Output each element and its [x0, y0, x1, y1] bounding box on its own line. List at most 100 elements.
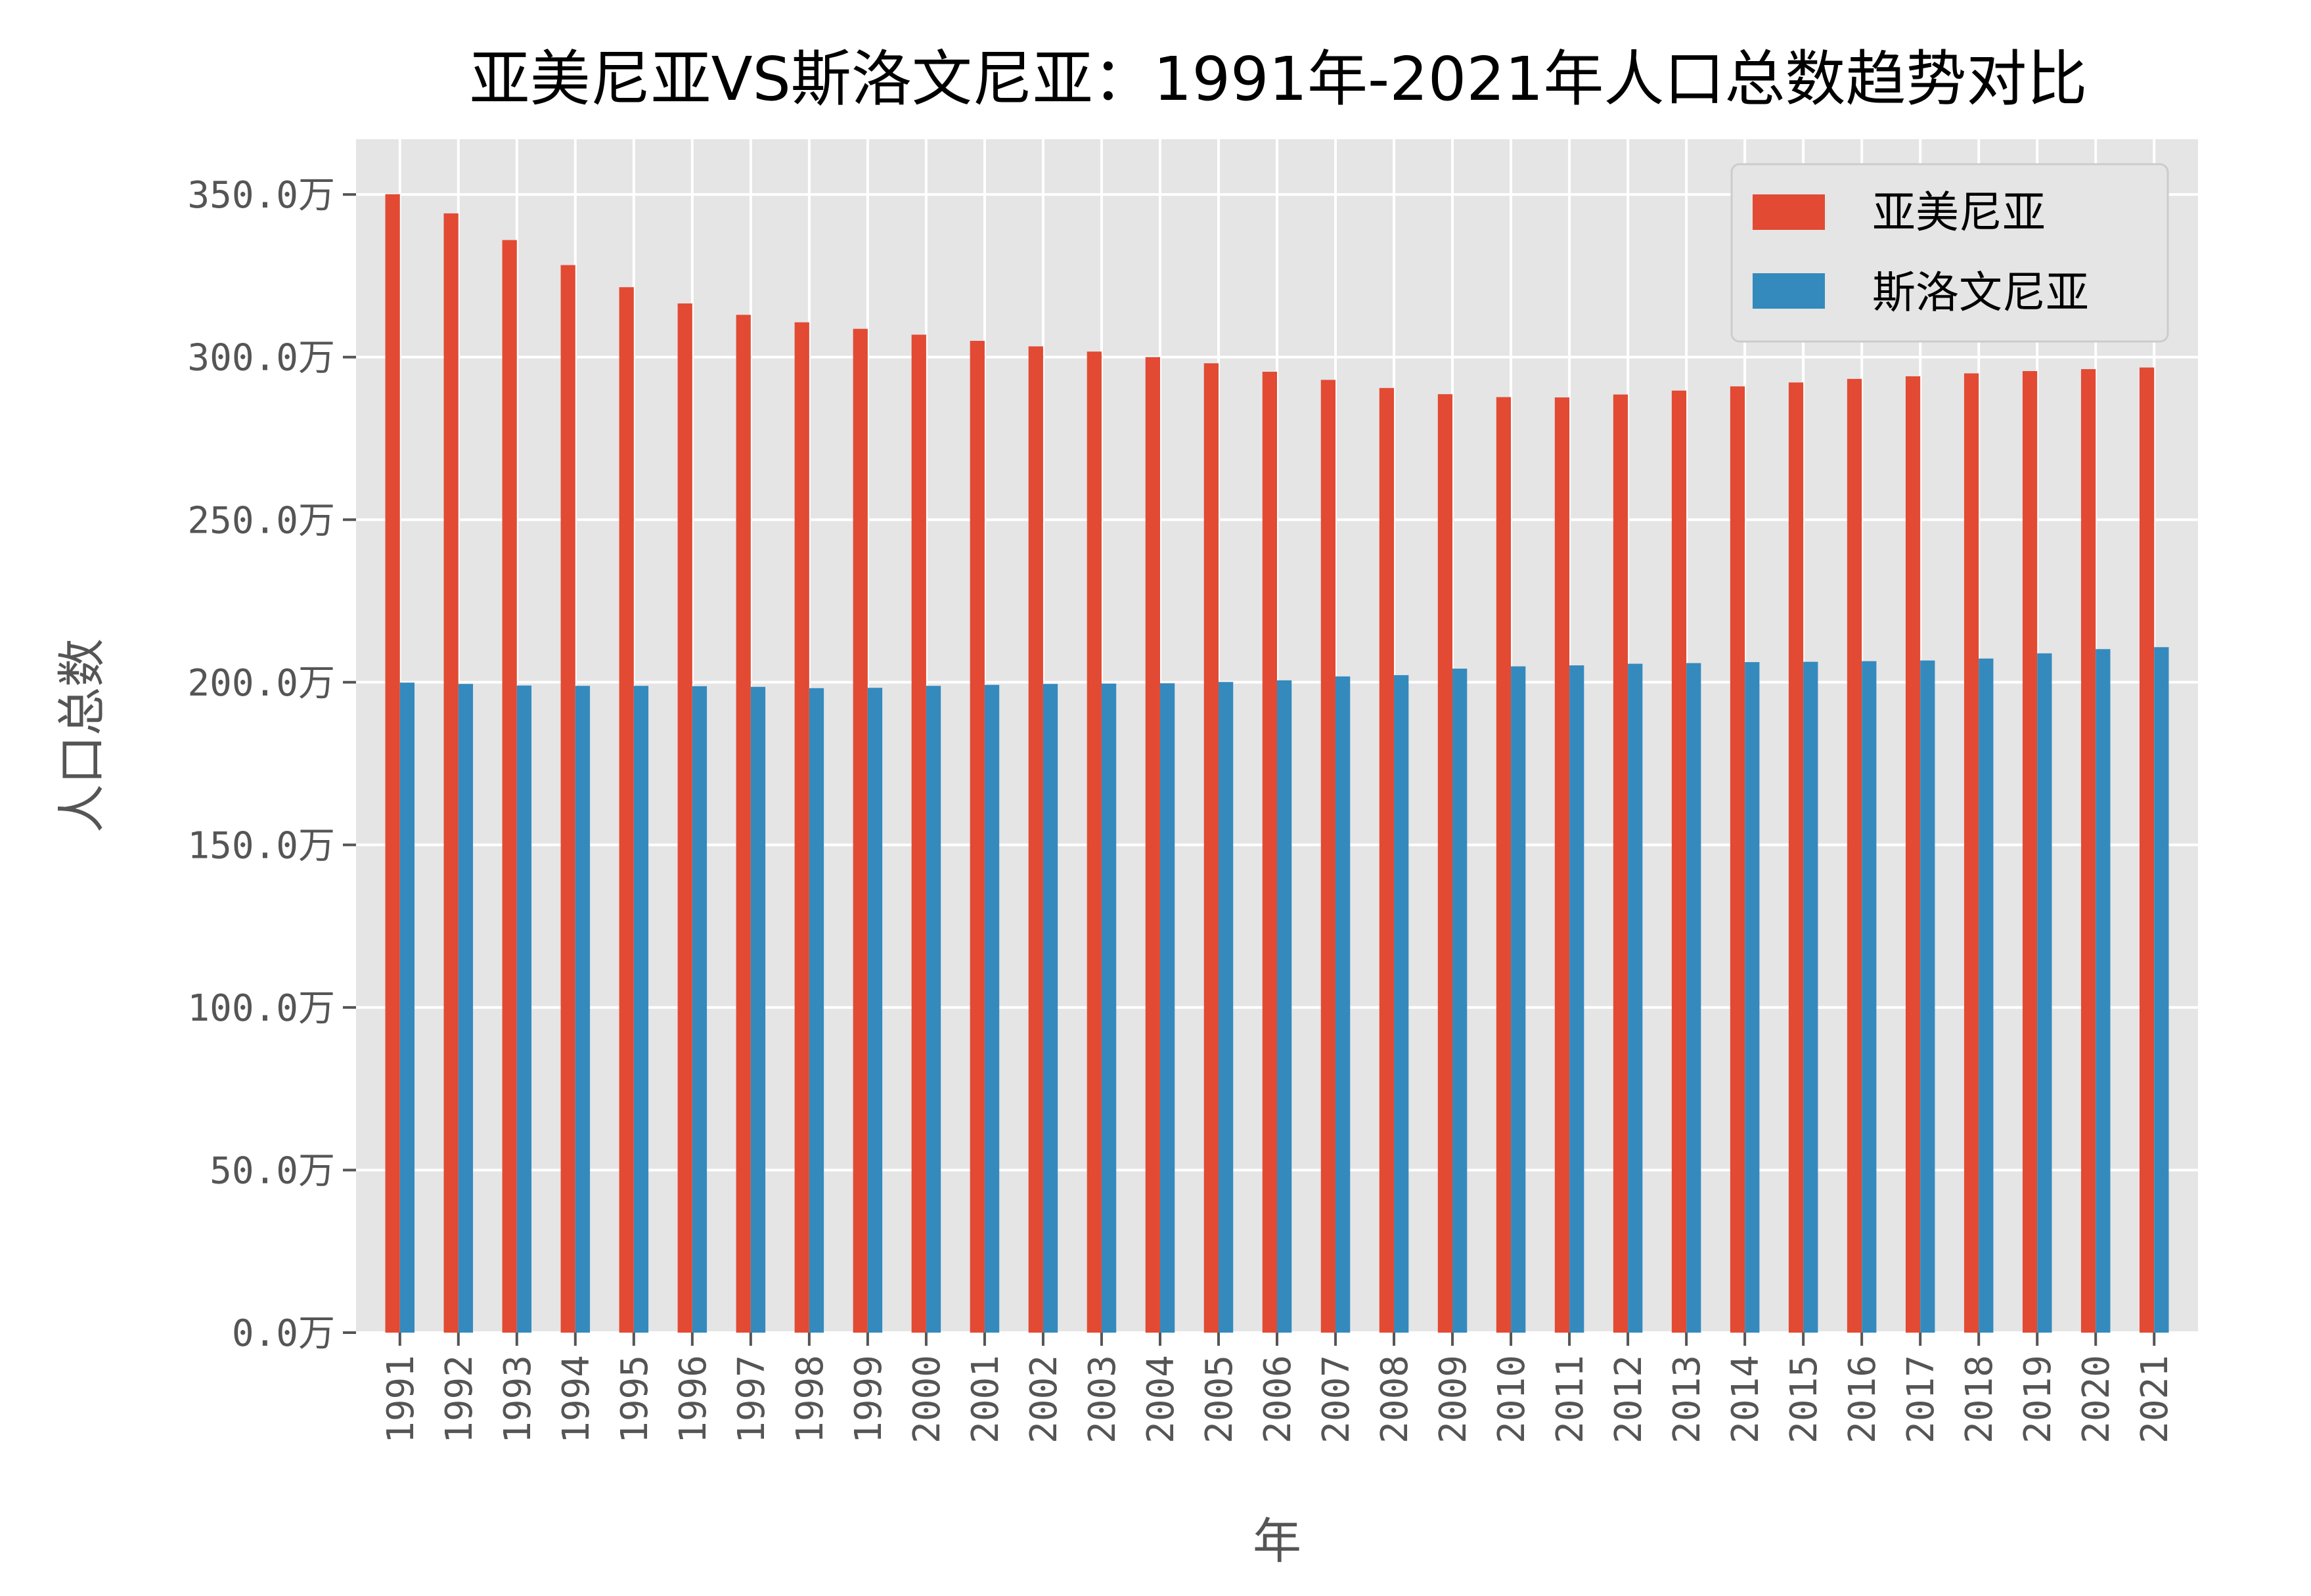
bar-slovenia — [1862, 661, 1877, 1333]
bar-slovenia — [692, 686, 707, 1333]
y-tick-label: 350.0万 — [187, 174, 335, 217]
y-axis-label: 人口总数 — [54, 638, 110, 833]
bar-armenia — [560, 265, 575, 1333]
bar-slovenia — [1218, 682, 1234, 1333]
x-tick-label: 2003 — [1081, 1355, 1124, 1444]
y-tick-label: 50.0万 — [210, 1149, 335, 1192]
bar-slovenia — [750, 686, 766, 1333]
x-tick-label: 2011 — [1549, 1355, 1592, 1444]
bar-slovenia — [867, 688, 883, 1333]
bar-armenia — [1788, 382, 1804, 1333]
bar-armenia — [1028, 346, 1043, 1333]
x-axis-label: 年 — [1253, 1513, 1301, 1570]
bar-armenia — [1613, 394, 1628, 1333]
bar-slovenia — [458, 684, 474, 1333]
bar-armenia — [1496, 397, 1512, 1333]
bar-slovenia — [516, 685, 532, 1333]
x-tick-label: 2021 — [2134, 1355, 2176, 1444]
bar-slovenia — [1569, 665, 1584, 1333]
x-tick-label: 2000 — [906, 1355, 949, 1444]
bar-armenia — [1145, 357, 1160, 1333]
x-tick-label: 2008 — [1374, 1355, 1416, 1444]
bar-armenia — [2139, 367, 2155, 1333]
bar-armenia — [1730, 386, 1745, 1333]
bar-slovenia — [2037, 653, 2052, 1333]
x-tick-label: 1994 — [555, 1355, 598, 1444]
bar-slovenia — [1686, 663, 1701, 1333]
x-tick-label: 2007 — [1315, 1355, 1358, 1444]
x-tick-label: 2010 — [1491, 1355, 1533, 1444]
bar-armenia — [1203, 363, 1219, 1333]
bar-slovenia — [1159, 683, 1175, 1333]
bar-armenia — [853, 328, 868, 1333]
bar-armenia — [1905, 376, 1921, 1333]
bar-slovenia — [2154, 647, 2169, 1333]
x-tick-label: 2004 — [1140, 1355, 1182, 1444]
x-tick-label: 1998 — [789, 1355, 832, 1444]
bar-slovenia — [575, 686, 591, 1333]
bar-armenia — [1671, 390, 1687, 1333]
bar-slovenia — [1511, 666, 1526, 1333]
x-tick-label: 2016 — [1841, 1355, 1884, 1444]
bar-slovenia — [399, 682, 415, 1333]
x-tick-label: 2002 — [1023, 1355, 1066, 1444]
x-tick-label: 2006 — [1257, 1355, 1299, 1444]
x-axis: 1991 1992 1993 1994 1995 1996 1997 1998 1999 2000… — [380, 1333, 2176, 1444]
bar-armenia — [385, 194, 400, 1333]
bar-armenia — [1437, 394, 1453, 1333]
x-tick-label: 2015 — [1783, 1355, 1826, 1444]
x-tick-label: 1997 — [730, 1355, 773, 1444]
bar-slovenia — [1920, 660, 1935, 1333]
bar-slovenia — [1043, 684, 1058, 1333]
bar-slovenia — [1335, 676, 1351, 1333]
y-tick-label: 0.0万 — [232, 1312, 335, 1355]
x-tick-label: 1991 — [380, 1355, 422, 1444]
legend-swatch-armenia — [1753, 194, 1825, 230]
bar-slovenia — [1745, 662, 1760, 1333]
y-tick-label: 150.0万 — [187, 824, 335, 867]
bar-slovenia — [1394, 675, 1409, 1333]
x-tick-label: 2019 — [2017, 1355, 2059, 1444]
bar-armenia — [1963, 373, 1979, 1333]
y-tick-label: 250.0万 — [187, 499, 335, 542]
bar-armenia — [1262, 371, 1277, 1333]
x-tick-label: 2020 — [2075, 1355, 2118, 1444]
x-tick-label: 2017 — [1900, 1355, 1942, 1444]
x-tick-label: 1993 — [497, 1355, 539, 1444]
bar-armenia — [911, 334, 926, 1333]
y-tick-label: 300.0万 — [187, 337, 335, 380]
bar-armenia — [619, 287, 634, 1333]
bar-slovenia — [1979, 658, 1994, 1333]
bar-armenia — [502, 240, 517, 1333]
bar-slovenia — [2096, 649, 2111, 1333]
bar-armenia — [1847, 378, 1862, 1333]
bar-slovenia — [1277, 680, 1292, 1333]
chart-title: 亚美尼亚VS斯洛文尼亚：1991年-2021年人口总数趋势对比 — [470, 44, 2088, 114]
bar-armenia — [2080, 369, 2096, 1333]
bar-armenia — [1320, 380, 1336, 1333]
bar-slovenia — [1628, 663, 1643, 1333]
bar-armenia — [970, 340, 985, 1333]
y-axis: 0.0万 50.0万 100.0万 150.0万 200.0万 250.0万 300.0万 3… — [187, 174, 356, 1355]
y-tick-label: 100.0万 — [187, 987, 335, 1030]
bar-armenia — [736, 315, 751, 1333]
legend-box — [1730, 163, 2169, 343]
x-tick-label: 2013 — [1666, 1355, 1709, 1444]
x-tick-label: 1999 — [847, 1355, 890, 1444]
bar-slovenia — [1452, 669, 1468, 1333]
bar-armenia — [1554, 397, 1570, 1333]
x-tick-label: 2018 — [1958, 1355, 2001, 1444]
bar-armenia — [1087, 351, 1102, 1333]
bar-slovenia — [1101, 683, 1117, 1333]
x-tick-label: 2012 — [1607, 1355, 1650, 1444]
x-tick-label: 2005 — [1198, 1355, 1241, 1444]
x-tick-label: 1996 — [672, 1355, 715, 1444]
x-tick-label: 2014 — [1724, 1355, 1767, 1444]
legend-label-armenia: 亚美尼亚 — [1872, 187, 2046, 238]
bar-armenia — [794, 322, 809, 1333]
x-tick-label: 2009 — [1432, 1355, 1475, 1444]
bar-armenia — [2022, 371, 2038, 1333]
bar-armenia — [677, 303, 692, 1333]
bar-slovenia — [984, 684, 1000, 1333]
